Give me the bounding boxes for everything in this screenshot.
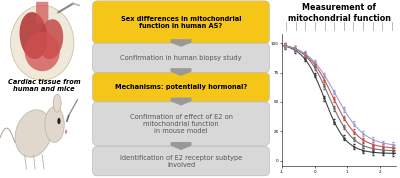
Ellipse shape bbox=[39, 19, 63, 59]
Text: Mechanisms: potentially hormonal?: Mechanisms: potentially hormonal? bbox=[115, 84, 247, 90]
FancyBboxPatch shape bbox=[93, 1, 269, 44]
Text: Sex differences in mitochondrial
function in human AS?: Sex differences in mitochondrial functio… bbox=[121, 16, 241, 29]
Text: Cardiac tissue from
human and mice: Cardiac tissue from human and mice bbox=[8, 79, 80, 92]
FancyBboxPatch shape bbox=[93, 146, 269, 176]
Text: Identification of E2 receptor subtype
involved: Identification of E2 receptor subtype in… bbox=[120, 155, 242, 168]
Text: Confirmation in human biopsy study: Confirmation in human biopsy study bbox=[120, 55, 242, 61]
Polygon shape bbox=[170, 142, 192, 150]
FancyBboxPatch shape bbox=[36, 2, 48, 23]
Ellipse shape bbox=[53, 94, 61, 112]
Polygon shape bbox=[170, 98, 192, 106]
Ellipse shape bbox=[10, 5, 74, 80]
Circle shape bbox=[57, 118, 60, 124]
Ellipse shape bbox=[20, 12, 47, 59]
Ellipse shape bbox=[15, 110, 52, 157]
FancyBboxPatch shape bbox=[93, 102, 269, 146]
Polygon shape bbox=[170, 68, 192, 76]
FancyBboxPatch shape bbox=[93, 43, 269, 73]
Text: Measurement of
mitochondrial function: Measurement of mitochondrial function bbox=[288, 3, 390, 23]
Ellipse shape bbox=[25, 32, 60, 71]
FancyBboxPatch shape bbox=[93, 73, 269, 102]
Circle shape bbox=[65, 130, 67, 134]
Text: Confirmation of effect of E2 on
mitochondrial function
in mouse model: Confirmation of effect of E2 on mitochon… bbox=[130, 114, 232, 134]
Ellipse shape bbox=[45, 107, 64, 142]
Polygon shape bbox=[170, 39, 192, 47]
